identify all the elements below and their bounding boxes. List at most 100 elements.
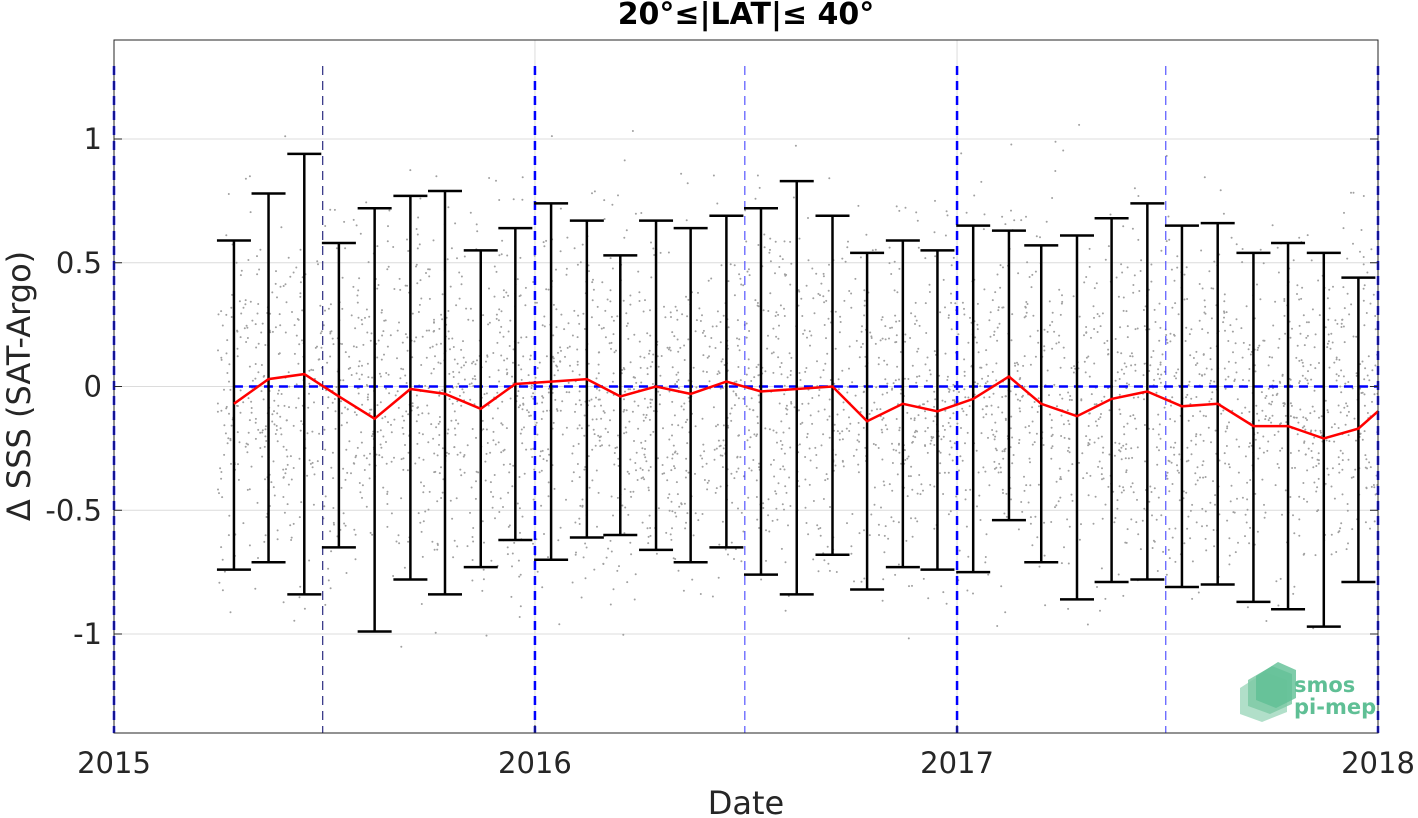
scatter-point — [930, 439, 933, 442]
scatter-point — [1256, 530, 1259, 533]
scatter-point — [367, 393, 370, 396]
scatter-point — [260, 390, 263, 393]
scatter-point — [485, 634, 488, 637]
scatter-point — [894, 314, 897, 317]
scatter-point — [433, 321, 435, 324]
scatter-point — [248, 419, 251, 422]
scatter-point — [1292, 514, 1294, 517]
scatter-point — [606, 391, 609, 394]
scatter-point — [1292, 259, 1295, 262]
scatter-point — [1130, 485, 1132, 488]
scatter-point — [451, 517, 454, 520]
scatter-point — [548, 453, 551, 456]
scatter-point — [792, 196, 795, 199]
scatter-point — [225, 313, 228, 316]
scatter-point — [611, 203, 614, 206]
scatter-point — [434, 631, 437, 634]
scatter-point — [460, 366, 463, 369]
scatter-point — [895, 205, 898, 208]
scatter-point — [492, 439, 495, 442]
scatter-point — [1156, 463, 1159, 466]
scatter-point — [976, 302, 979, 305]
scatter-point — [812, 500, 815, 502]
scatter-point — [828, 398, 831, 401]
scatter-point — [217, 488, 219, 491]
scatter-point — [1109, 213, 1112, 216]
scatter-point — [1097, 418, 1100, 421]
scatter-point — [775, 431, 778, 434]
scatter-point — [420, 481, 422, 484]
scatter-point — [1126, 336, 1129, 339]
scatter-point — [1087, 425, 1090, 427]
scatter-point — [1364, 367, 1367, 370]
scatter-point — [1001, 215, 1004, 218]
scatter-point — [295, 266, 298, 269]
scatter-point — [271, 420, 274, 423]
scatter-point — [925, 379, 928, 382]
scatter-point — [798, 237, 801, 240]
scatter-point — [1136, 446, 1139, 449]
scatter-point — [701, 331, 704, 334]
scatter-point — [1029, 484, 1032, 487]
scatter-point — [398, 321, 400, 324]
scatter-point — [1025, 484, 1028, 487]
scatter-point — [774, 240, 777, 243]
scatter-point — [1234, 551, 1237, 554]
scatter-point — [520, 368, 523, 371]
scatter-point — [944, 409, 947, 412]
scatter-point — [794, 144, 797, 147]
scatter-point — [1088, 247, 1091, 250]
scatter-point — [1136, 327, 1139, 330]
scatter-point — [850, 552, 853, 555]
scatter-point — [501, 423, 504, 426]
scatter-point — [1125, 541, 1128, 544]
scatter-point — [722, 424, 725, 427]
scatter-point — [543, 245, 546, 248]
scatter-point — [1003, 450, 1006, 453]
scatter-point — [1096, 313, 1099, 315]
scatter-point — [318, 432, 321, 435]
scatter-point — [1191, 560, 1194, 563]
scatter-point — [871, 249, 874, 252]
scatter-point — [1121, 271, 1124, 274]
scatter-point — [646, 332, 649, 335]
scatter-point — [292, 424, 295, 427]
scatter-point — [454, 433, 457, 436]
scatter-point — [595, 387, 598, 390]
scatter-point — [588, 486, 591, 489]
scatter-point — [472, 540, 475, 543]
scatter-point — [590, 398, 593, 401]
scatter-point — [941, 399, 944, 402]
scatter-point — [649, 534, 652, 537]
scatter-point — [319, 332, 322, 335]
scatter-point — [836, 430, 839, 433]
scatter-point — [417, 311, 420, 313]
scatter-point — [1310, 450, 1313, 452]
scatter-point — [667, 251, 670, 254]
scatter-point — [774, 490, 777, 493]
scatter-point — [1345, 402, 1348, 405]
scatter-point — [625, 431, 628, 434]
scatter-point — [1070, 367, 1073, 369]
scatter-point — [614, 447, 617, 449]
scatter-point — [1133, 274, 1136, 277]
scatter-point — [602, 326, 605, 329]
scatter-point — [415, 265, 417, 268]
scatter-point — [1301, 286, 1304, 289]
scatter-point — [1299, 332, 1302, 335]
scatter-point — [845, 427, 848, 430]
scatter-point — [972, 592, 974, 595]
scatter-point — [579, 504, 582, 507]
scatter-point — [873, 503, 876, 506]
scatter-point — [572, 445, 575, 448]
scatter-point — [530, 387, 533, 389]
scatter-point — [998, 322, 1001, 325]
scatter-point — [224, 432, 227, 435]
scatter-point — [674, 511, 677, 514]
scatter-point — [705, 462, 708, 465]
scatter-point — [1029, 461, 1031, 464]
scatter-point — [731, 501, 734, 504]
scatter-point — [718, 372, 721, 374]
scatter-point — [1125, 310, 1128, 313]
scatter-point — [236, 355, 239, 358]
